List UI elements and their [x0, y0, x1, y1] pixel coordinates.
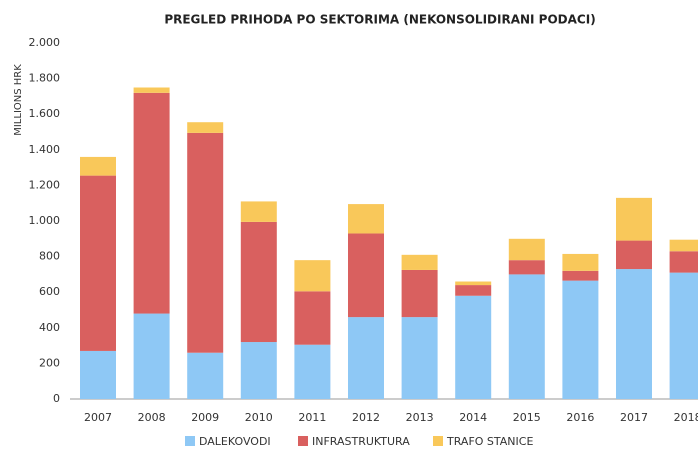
y-tick-label: 1.800 [29, 72, 61, 85]
bar-segment [401, 254, 438, 270]
y-tick-label: 1.200 [29, 178, 61, 191]
bar-segment [669, 251, 698, 273]
y-tick-label: 400 [39, 321, 60, 334]
bar-segment [669, 272, 698, 399]
x-tick-label: 2009 [191, 411, 219, 424]
x-tick-label: 2007 [84, 411, 112, 424]
bar-segment [401, 269, 438, 318]
y-tick-label: 2.000 [29, 36, 61, 49]
x-tick-label: 2018 [674, 411, 698, 424]
legend-label: INFRASTRUKTURA [312, 435, 410, 448]
x-tick-label: 2013 [406, 411, 434, 424]
y-tick-label: 600 [39, 285, 60, 298]
bar-segment [133, 92, 170, 314]
x-tick-label: 2008 [138, 411, 166, 424]
y-axis-label: MILLIONS HRK [13, 64, 24, 136]
bar-segment [455, 281, 492, 286]
bar-segment [455, 285, 492, 296]
y-tick-label: 200 [39, 356, 60, 369]
bar-segment [80, 156, 116, 176]
bar-segment [80, 350, 116, 399]
bar-segment [616, 269, 652, 399]
bar-segment [187, 352, 224, 399]
chart-title: PREGLED PRIHODA PO SEKTORIMA (NEKONSOLID… [164, 13, 595, 27]
legend-label: TRAFO STANICE [446, 435, 533, 448]
x-tick-label: 2015 [513, 411, 541, 424]
bar-segment [187, 122, 224, 133]
bar-segment [348, 317, 384, 399]
y-tick-label: 0 [53, 392, 60, 405]
bar-segment [616, 197, 652, 241]
y-tick-label: 800 [39, 250, 60, 263]
bar-segment [562, 280, 599, 399]
x-tick-label: 2017 [620, 411, 648, 424]
x-tick-label: 2010 [245, 411, 273, 424]
bar-segment [401, 317, 438, 399]
bar-segment [187, 132, 224, 353]
bar-segment [669, 239, 698, 252]
bar-segment [133, 313, 170, 399]
bar-segment [562, 270, 599, 281]
x-tick-label: 2016 [566, 411, 594, 424]
bar-segment [240, 342, 277, 399]
y-tick-label: 1.400 [29, 143, 61, 156]
legend-label: DALEKOVODI [199, 435, 271, 448]
y-tick-label: 1.000 [29, 214, 61, 227]
bar-segment [240, 221, 277, 343]
bar-segment [80, 175, 116, 351]
bar-segment [240, 201, 277, 222]
bar-segment [294, 260, 331, 292]
bar-segment [294, 291, 331, 345]
x-tick-label: 2014 [459, 411, 487, 424]
bar-segment [348, 233, 384, 318]
bar-segment [616, 240, 652, 270]
bar-segment [133, 87, 170, 93]
legend-swatch [185, 436, 195, 446]
bar-segment [562, 253, 599, 271]
bar-segment [294, 344, 331, 399]
x-tick-label: 2011 [298, 411, 326, 424]
bar-segment [508, 274, 545, 399]
y-tick-label: 1.600 [29, 107, 61, 120]
bar-segment [508, 260, 545, 275]
x-tick-label: 2012 [352, 411, 380, 424]
bar-segment [508, 238, 545, 261]
legend-swatch [433, 436, 443, 446]
bar-segment [455, 295, 492, 399]
legend-swatch [298, 436, 308, 446]
bar-segment [348, 204, 384, 234]
